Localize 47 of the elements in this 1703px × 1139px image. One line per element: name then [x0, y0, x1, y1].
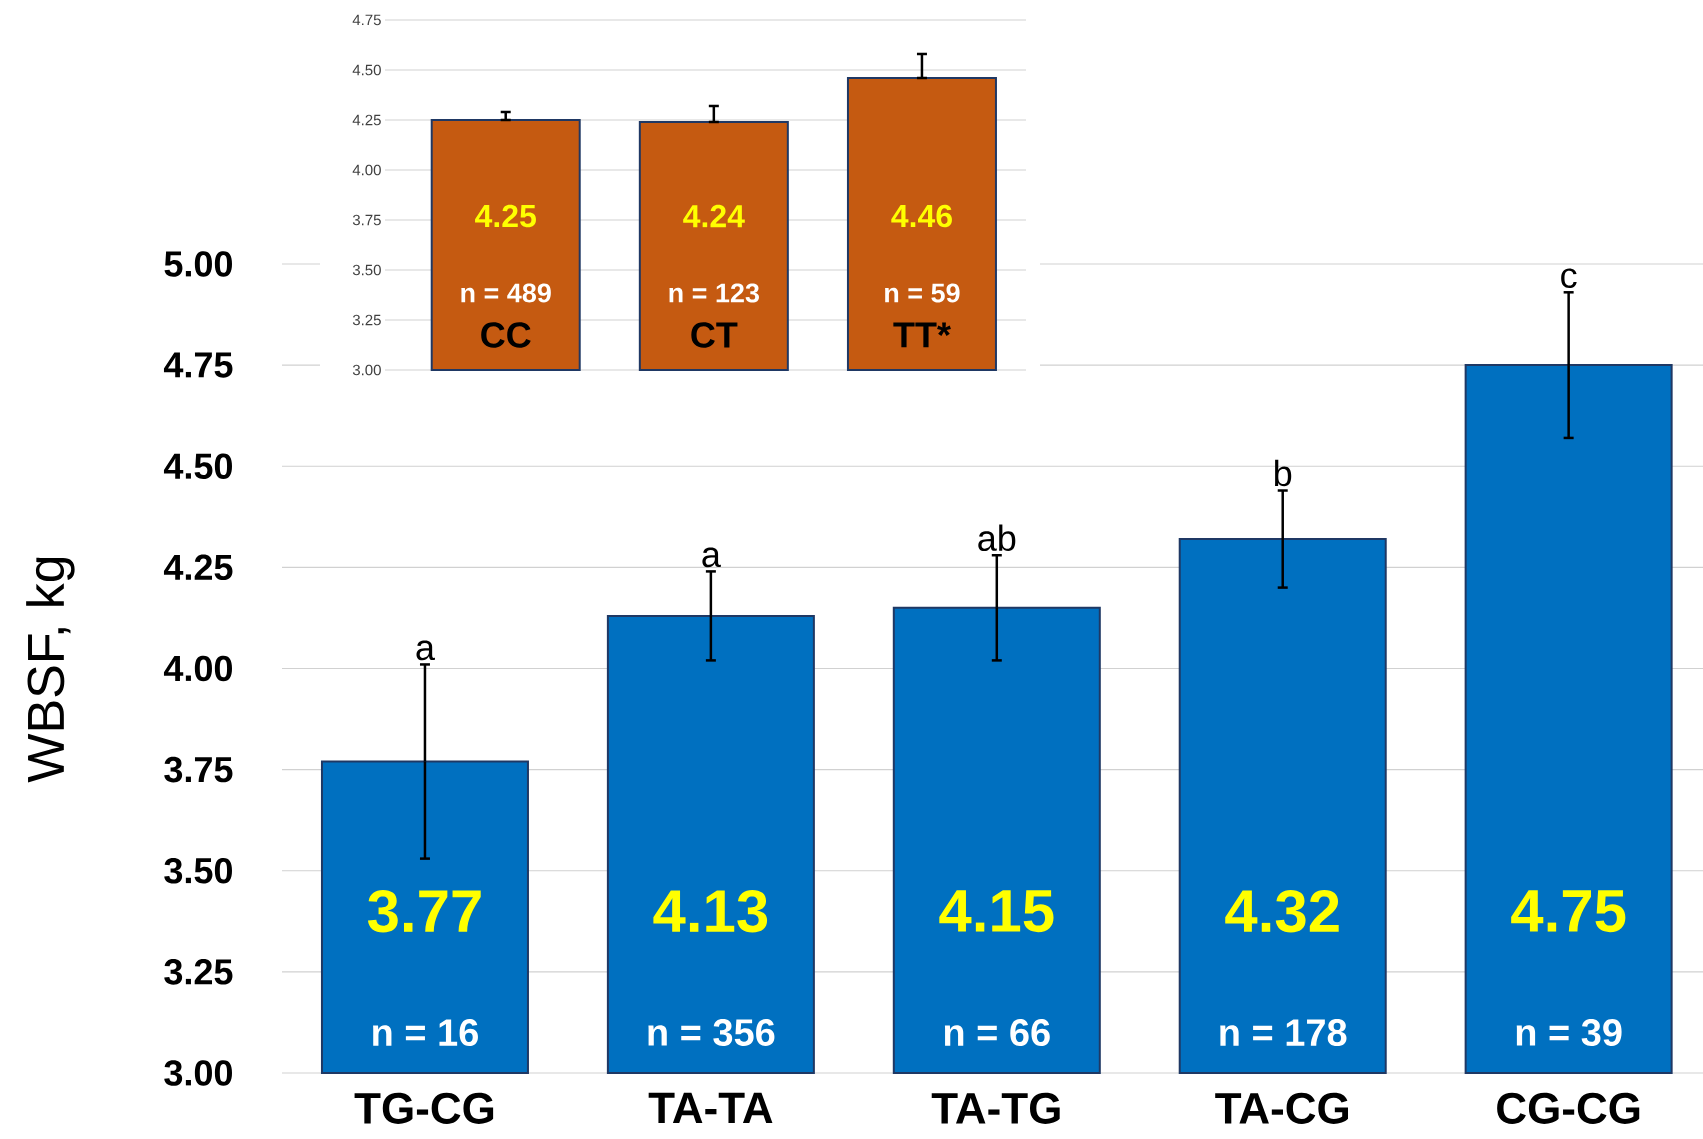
annotation: n = 356 — [648, 1019, 775, 1047]
y-tick-label: 4.00 — [163, 655, 232, 682]
data-label: 4.13 — [653, 889, 768, 933]
y-tick-label: 5.00 — [164, 251, 232, 277]
y-tick-label: 4.75 — [352, 14, 381, 26]
annotation: ab — [978, 524, 1016, 552]
data-label: 4.46 — [891, 204, 952, 228]
data-label: 4.25 — [475, 204, 536, 228]
data-label: 4.24 — [683, 204, 745, 228]
annotation: a — [416, 640, 435, 661]
y-tick-label: 3.00 — [352, 364, 381, 376]
annotation: n = 16 — [373, 1019, 478, 1047]
y-tick-label: 4.25 — [163, 554, 233, 581]
x-tick-label: TA-CG — [1215, 1092, 1349, 1124]
x-tick-label: TA-TG — [931, 1092, 1060, 1124]
annotation: n = 59 — [885, 283, 960, 303]
x-tick-label: CC — [481, 322, 531, 348]
annotation: n = 123 — [669, 283, 759, 303]
x-tick-label: TA-TA — [648, 1092, 773, 1124]
annotation: n = 489 — [461, 283, 551, 303]
y-tick-label: 3.50 — [164, 857, 232, 884]
data-label: 4.15 — [939, 890, 1054, 933]
annotation: n = 39 — [1516, 1019, 1622, 1047]
y-tick-label: 4.00 — [352, 164, 381, 176]
y-tick-label: 4.50 — [163, 453, 232, 479]
annotation: a — [702, 547, 721, 568]
y-tick-label: 3.25 — [164, 959, 233, 985]
data-label: 4.75 — [1511, 890, 1626, 933]
y-tick-label: 3.75 — [352, 214, 381, 226]
annotation: b — [1275, 459, 1292, 487]
x-tick-label: TG-CG — [354, 1092, 494, 1124]
y-tick-label: 3.25 — [352, 314, 381, 326]
y-axis-title: WBSF, kg — [26, 557, 75, 783]
y-tick-label: 4.75 — [163, 352, 233, 378]
annotation: c — [1561, 268, 1577, 289]
data-label: 3.77 — [367, 889, 481, 933]
y-tick-label: 4.50 — [352, 64, 381, 76]
x-tick-label: CG-CG — [1497, 1092, 1640, 1124]
annotation: n = 66 — [944, 1019, 1050, 1047]
y-tick-label: 3.50 — [352, 264, 381, 276]
y-tick-label: 3.75 — [164, 756, 233, 783]
x-tick-label: CT — [691, 322, 738, 348]
y-tick-label: 4.25 — [352, 114, 381, 126]
y-tick-label: 3.00 — [164, 1060, 232, 1086]
x-tick-label: TT* — [893, 322, 951, 348]
data-label: 4.32 — [1225, 889, 1339, 933]
annotation: n = 178 — [1220, 1019, 1347, 1047]
